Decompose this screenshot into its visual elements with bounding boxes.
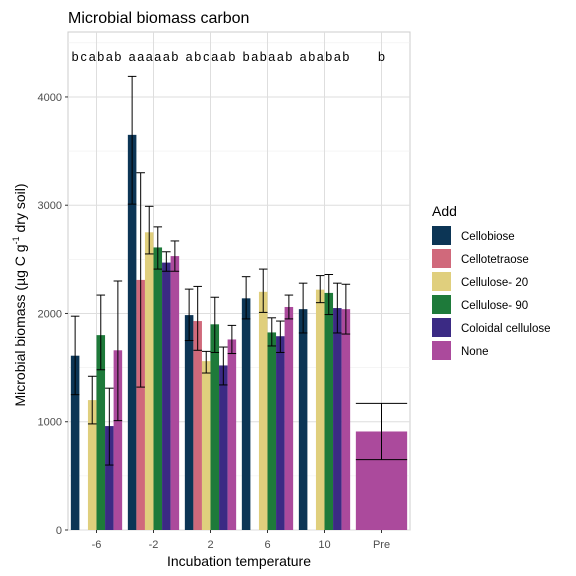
legend-label: Cellotetraose (461, 254, 529, 266)
bar (136, 279, 145, 530)
significance-letter: b (114, 50, 121, 64)
significance-letter: a (317, 50, 324, 64)
significance-letter: a (89, 50, 96, 64)
legend-key (432, 318, 451, 337)
significance-letter: a (146, 50, 153, 64)
y-axis-title: Microbial biomass (µg C g-1 dry soil) (11, 183, 28, 406)
significance-letter: b (325, 50, 332, 64)
significance-letter: a (220, 50, 227, 64)
y-axis-title-superscript: -1 (11, 236, 21, 244)
y-tick-label: 2000 (38, 308, 62, 320)
bar (87, 400, 97, 530)
significance-letter: a (277, 50, 284, 64)
bar (219, 365, 228, 530)
x-axis: -6 -2 2 6 10 Pre (92, 530, 390, 551)
legend-label: Coloidal cellulose (461, 323, 551, 335)
bar (227, 339, 237, 530)
legend-key (432, 249, 451, 268)
bar (315, 289, 325, 530)
y-tick-label: 4000 (38, 92, 62, 104)
significance-letter: b (243, 50, 250, 64)
bar (96, 335, 106, 530)
bar (241, 298, 251, 530)
bar (127, 134, 137, 530)
significance-letter: a (211, 50, 218, 64)
bar (70, 355, 80, 530)
bar (193, 321, 202, 530)
bar (144, 232, 154, 531)
legend-key (432, 295, 451, 314)
significance-letter: b (260, 50, 267, 64)
bar (267, 332, 277, 530)
x-tick-label: 6 (264, 539, 270, 551)
x-tick-label: 2 (207, 539, 213, 551)
grid (67, 31, 411, 531)
bar (170, 256, 180, 530)
bar (298, 309, 308, 530)
legend-key (432, 341, 451, 360)
significance-letter: b (194, 50, 201, 64)
legend-title: Add (432, 203, 457, 219)
significance-letter: b (228, 50, 235, 64)
y-axis: 0 1000 2000 3000 4000 (38, 92, 68, 537)
legend-key (432, 226, 451, 245)
significance-letter: c (203, 50, 209, 64)
significance-letter: a (129, 50, 136, 64)
significance-letter: a (251, 50, 258, 64)
x-axis-title: Incubation temperature (167, 553, 311, 569)
bar (258, 291, 268, 530)
significance-letter: b (342, 50, 349, 64)
significance-letter: a (137, 50, 144, 64)
significance-letter: a (163, 50, 170, 64)
legend-label: Cellulose- 20 (461, 277, 528, 289)
bar (201, 361, 211, 530)
significance-letter: a (334, 50, 341, 64)
error-bars (70, 75, 408, 466)
significance-letter: a (268, 50, 275, 64)
y-axis-title-suffix: dry soil) (12, 183, 28, 236)
x-tick-label: Pre (373, 539, 390, 551)
significance-letter: b (72, 50, 79, 64)
bar (184, 315, 194, 530)
y-tick-label: 1000 (38, 417, 62, 429)
bar (284, 306, 294, 530)
significance-letter: b (97, 50, 104, 64)
bar (162, 262, 171, 530)
y-tick-label: 0 (56, 525, 62, 537)
significance-letter: b (308, 50, 315, 64)
significance-letter: a (300, 50, 307, 64)
legend: Add Cellobiose Cellotetraose Cellulose- 20… (432, 203, 551, 360)
bar (341, 309, 351, 530)
legend-label: None (461, 346, 489, 358)
y-tick-label: 3000 (38, 200, 62, 212)
significance-letter: a (106, 50, 113, 64)
significance-letter: a (154, 50, 161, 64)
significance-letter: a (186, 50, 193, 64)
x-tick-label: 10 (318, 539, 330, 551)
legend-label: Cellulose- 90 (461, 300, 528, 312)
significance-letter: c (81, 50, 87, 64)
legend-label: Cellobiose (461, 231, 515, 243)
bar (153, 247, 163, 530)
plot-panel (67, 31, 411, 531)
bar (105, 426, 114, 530)
legend-key (432, 272, 451, 291)
significance-letter: b (171, 50, 178, 64)
x-tick-label: -6 (92, 539, 102, 551)
bar (210, 324, 220, 530)
chart-title: Microbial biomass carbon (68, 10, 249, 27)
bar (324, 292, 334, 530)
significance-letter: b (378, 50, 385, 64)
y-axis-title-prefix: Microbial biomass (µg C g (12, 244, 28, 406)
significance-letter: b (285, 50, 292, 64)
bar (113, 350, 123, 530)
x-tick-label: -2 (149, 539, 159, 551)
bar (333, 308, 342, 530)
bar (276, 336, 285, 530)
